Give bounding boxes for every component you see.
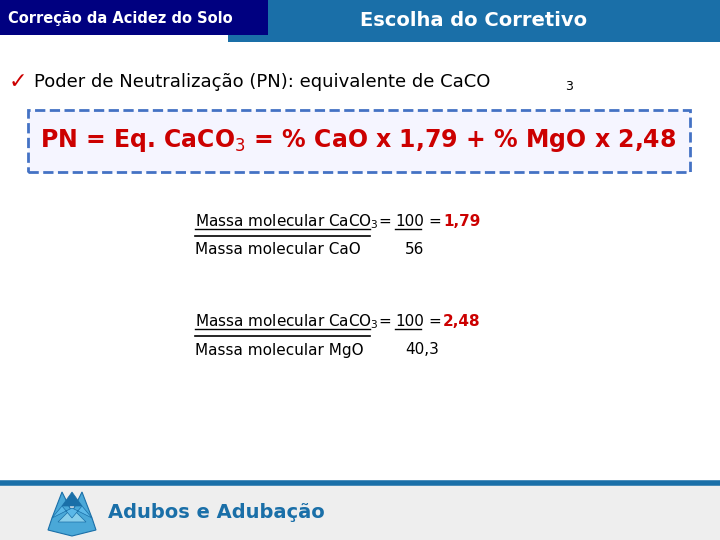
Polygon shape [48,492,96,536]
Text: Adubos e Adubação: Adubos e Adubação [108,503,325,522]
FancyBboxPatch shape [0,0,268,35]
Polygon shape [58,508,86,522]
Text: Massa molecular MgO: Massa molecular MgO [195,342,364,357]
Text: 100: 100 [395,214,424,230]
Text: Poder de Neutralização (PN): equivalente de CaCO: Poder de Neutralização (PN): equivalente… [34,73,490,91]
Text: 40,3: 40,3 [405,342,439,357]
Text: Massa molecular CaCO$_3$: Massa molecular CaCO$_3$ [195,313,379,332]
Polygon shape [62,492,82,506]
Text: 100: 100 [395,314,424,329]
Polygon shape [52,506,92,518]
Text: 1,79: 1,79 [443,214,480,230]
Text: ✓: ✓ [9,72,27,92]
Text: =: = [429,314,446,329]
Text: 3: 3 [565,79,573,92]
Text: =: = [379,214,397,230]
FancyBboxPatch shape [228,0,720,42]
Text: Massa molecular CaCO$_3$: Massa molecular CaCO$_3$ [195,213,379,231]
FancyBboxPatch shape [28,110,690,172]
Text: =: = [379,314,397,329]
Text: Massa molecular CaO: Massa molecular CaO [195,242,361,258]
Text: 56: 56 [405,242,424,258]
Text: PN = Eq. CaCO$_3$ = % CaO x 1,79 + % MgO x 2,48: PN = Eq. CaCO$_3$ = % CaO x 1,79 + % MgO… [40,127,676,154]
Text: 2,48: 2,48 [443,314,481,329]
Text: =: = [429,214,446,230]
FancyBboxPatch shape [0,482,720,540]
Text: Escolha do Corretivo: Escolha do Corretivo [361,11,588,30]
Text: Correção da Acidez do Solo: Correção da Acidez do Solo [8,10,233,25]
